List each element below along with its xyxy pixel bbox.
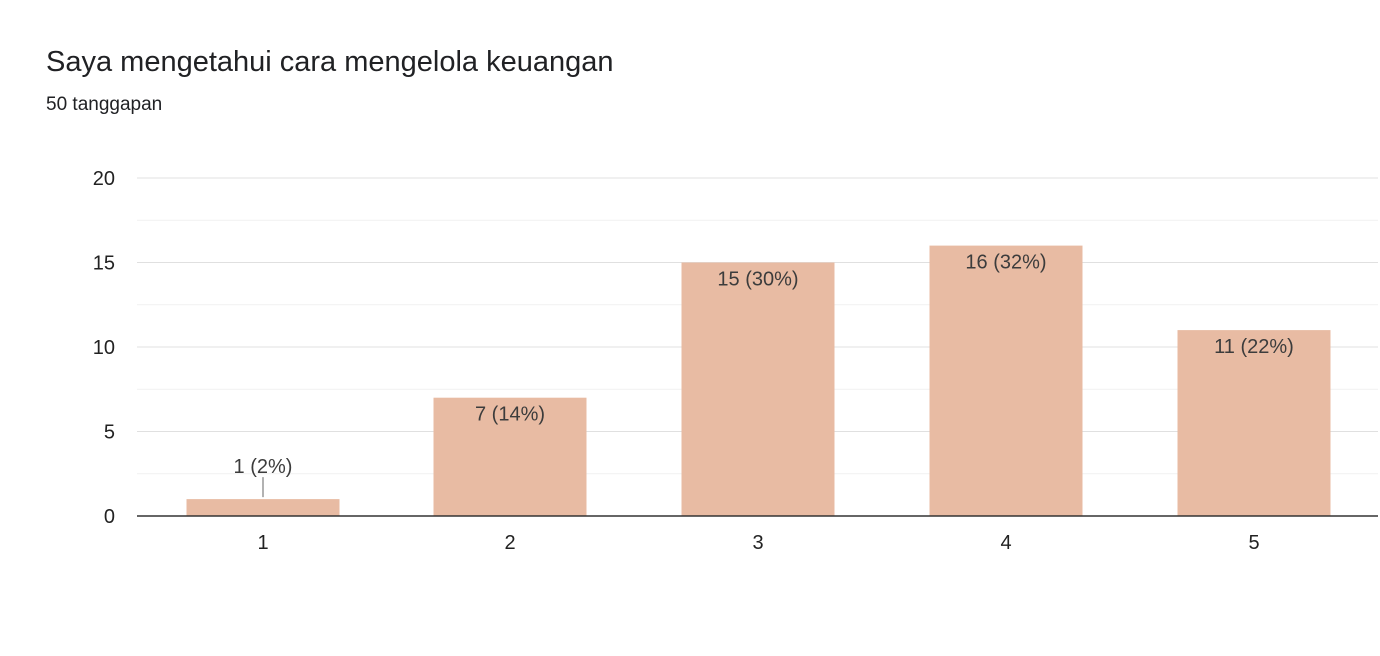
axes: 0 5 10 15 20 1 2 3 4 5 (93, 168, 1378, 554)
y-tick-label: 10 (93, 337, 115, 359)
y-tick-label: 0 (104, 506, 115, 528)
bars (186, 245, 1331, 516)
x-tick-label: 3 (752, 532, 763, 554)
y-tick-label: 20 (93, 168, 115, 190)
data-label: 16 (32%) (965, 252, 1046, 274)
data-label: 15 (30%) (717, 269, 798, 291)
bar-1 (186, 499, 340, 516)
bar-2 (433, 397, 587, 516)
x-tick-label: 1 (257, 532, 268, 554)
bar-4 (929, 245, 1083, 516)
data-label: 7 (14%) (475, 404, 545, 426)
chart-title: Saya mengetahui cara mengelola keuangan (46, 46, 614, 78)
x-tick-label: 2 (504, 532, 515, 554)
bar-3 (681, 262, 835, 516)
data-labels: 1 (2%) 7 (14%) 15 (30%) 16 (32%) 11 (22%) (234, 252, 1294, 498)
x-tick-label: 4 (1000, 532, 1011, 554)
data-label: 1 (2%) (234, 456, 293, 478)
y-tick-label: 15 (93, 253, 115, 275)
response-count: 50 tanggapan (46, 94, 163, 115)
data-label: 11 (22%) (1214, 336, 1294, 358)
y-tick-label: 5 (104, 422, 115, 444)
bar-5 (1177, 330, 1331, 516)
x-tick-label: 5 (1248, 532, 1259, 554)
